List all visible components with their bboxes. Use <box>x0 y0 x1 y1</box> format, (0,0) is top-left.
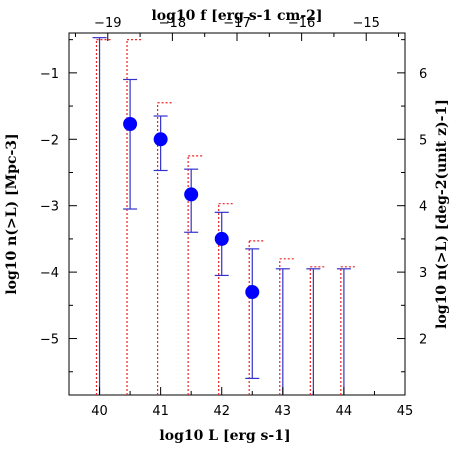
bottom-tick-label: 42 <box>213 404 230 419</box>
top-tick-label: −15 <box>353 16 380 31</box>
data-point <box>153 132 168 147</box>
right-tick-label: 3 <box>419 266 427 281</box>
data-point-marks <box>123 116 260 300</box>
plot-frame <box>68 32 406 396</box>
left-axis-ticks: −1 −2 −3 −4 −5 <box>40 39 77 373</box>
right-tick-label: 5 <box>419 133 427 148</box>
top-tick-label: −19 <box>94 16 121 31</box>
bottom-tick-label: 45 <box>397 404 414 419</box>
right-axis-ticks: 2 3 4 5 6 <box>397 39 427 373</box>
right-tick-label: 6 <box>419 67 427 82</box>
right-axis-title: log10 n(>L) [deg-2(unit z)-1] <box>434 99 450 329</box>
bottom-tick-label: 40 <box>91 404 108 419</box>
errorbar-marks <box>92 37 351 395</box>
bottom-tick-label: 41 <box>152 404 169 419</box>
left-tick-label: −1 <box>40 67 59 82</box>
data-point <box>214 231 229 246</box>
left-tick-label: −5 <box>40 333 59 348</box>
right-tick-label: 4 <box>419 200 427 215</box>
top-axis-title: log10 f [erg s-1 cm-2] <box>151 8 322 24</box>
left-tick-label: −3 <box>40 200 59 215</box>
bottom-tick-label: 44 <box>336 404 353 419</box>
bottom-tick-label: 43 <box>275 404 292 419</box>
top-axis-ticks: −19 −18 −17 −16 −15 <box>74 16 400 41</box>
bottom-axis-ticks: 40 41 42 43 44 45 <box>68 387 414 419</box>
data-point <box>123 116 138 131</box>
left-tick-label: −4 <box>40 266 59 281</box>
left-tick-label: −2 <box>40 133 59 148</box>
data-point <box>245 285 260 300</box>
top-tick-label: −18 <box>159 16 186 31</box>
top-tick-label: −17 <box>223 16 250 31</box>
upper-limit-marks <box>95 39 357 395</box>
y-axis-title: log10 n(>L) [Mpc-3] <box>4 133 20 294</box>
data-point <box>184 187 199 202</box>
x-axis-title: log10 L [erg s-1] <box>159 428 290 444</box>
top-tick-label: −16 <box>288 16 315 31</box>
right-tick-label: 2 <box>419 333 427 348</box>
